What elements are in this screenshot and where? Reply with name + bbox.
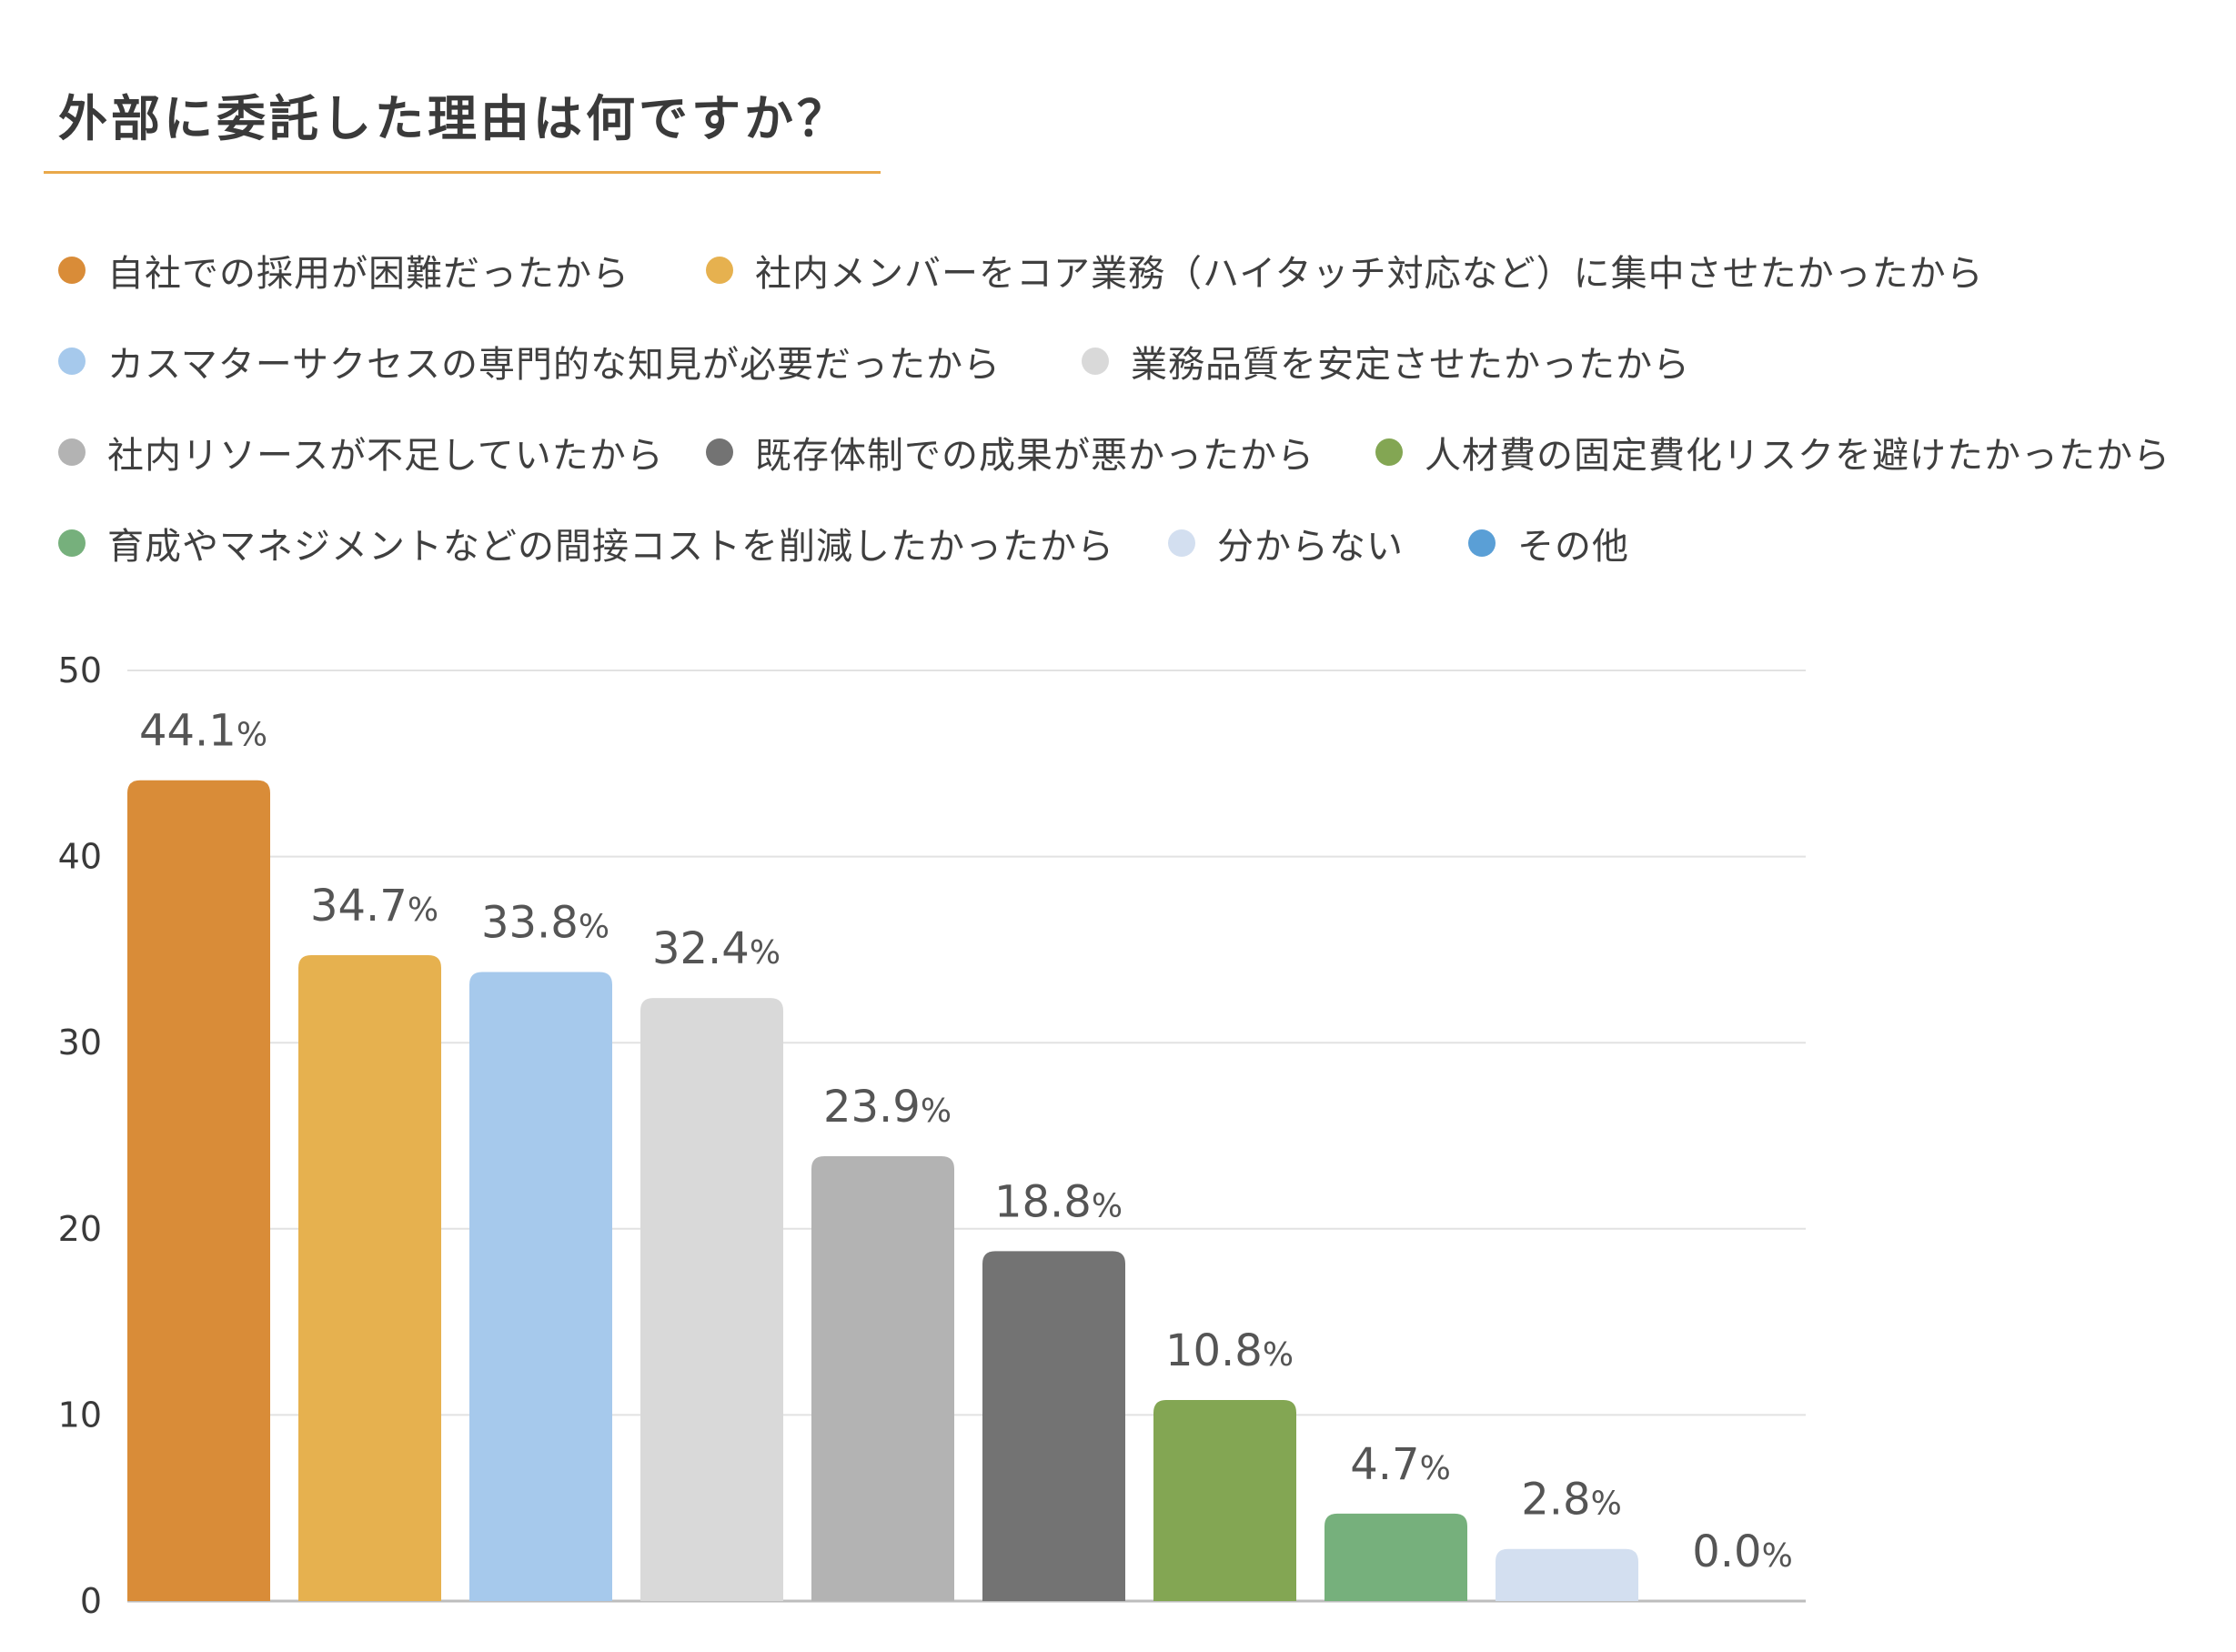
y-tick-label: 0 — [80, 1581, 102, 1621]
data-label-unit: % — [408, 891, 438, 929]
legend-label: 育成やマネジメントなどの間接コストを削減したかったから — [107, 526, 1114, 568]
legend-label: 人材費の固定費化リスクを避けたかったから — [1425, 435, 2171, 477]
legend-label: 自社での採用が困難だったから — [107, 253, 630, 295]
y-tick-label: 50 — [58, 650, 102, 690]
data-label: 23.9% — [823, 1082, 952, 1133]
y-tick-label: 10 — [58, 1395, 102, 1435]
legend-item: カスマターサクセスの専門的な知見が必要だったから — [58, 329, 1001, 393]
legend-item: 人材費の固定費化リスクを避けたかったから — [1375, 420, 2171, 484]
data-label: 18.8% — [994, 1176, 1123, 1227]
bar — [640, 998, 783, 1601]
bar — [127, 780, 270, 1601]
data-label-value: 32.4 — [652, 923, 750, 974]
y-tick-label: 30 — [58, 1022, 102, 1063]
bar — [1153, 1400, 1296, 1601]
legend-item: 自社での採用が困難だったから — [58, 238, 630, 302]
legend-swatch — [1168, 529, 1195, 557]
bar — [1496, 1548, 1638, 1601]
legend-label: 業務品質を安定させたかったから — [1131, 344, 1690, 386]
legend-swatch — [1468, 529, 1496, 557]
legend-swatch — [58, 348, 86, 375]
legend-item: 社内リソースが不足していたから — [58, 420, 664, 484]
legend-item: その他 — [1468, 511, 1629, 575]
data-label-value: 18.8 — [994, 1176, 1092, 1227]
data-label-value: 34.7 — [310, 881, 408, 932]
data-label-value: 0.0 — [1692, 1526, 1761, 1577]
legend-swatch — [58, 438, 86, 466]
data-label: 32.4% — [652, 923, 781, 974]
legend-label: 既存体制での成果が悪かったから — [755, 435, 1314, 477]
data-label: 44.1% — [139, 706, 267, 757]
y-tick-label: 40 — [58, 837, 102, 877]
legend-label: カスマターサクセスの専門的な知見が必要だったから — [107, 344, 1001, 386]
bar — [298, 955, 441, 1601]
legend-item: 育成やマネジメントなどの間接コストを削減したかったから — [58, 511, 1114, 575]
data-label-unit: % — [750, 934, 781, 972]
data-label: 34.7% — [310, 881, 438, 932]
data-label: 0.0% — [1692, 1526, 1793, 1577]
data-label-unit: % — [237, 717, 267, 754]
data-label: 10.8% — [1165, 1325, 1294, 1376]
data-label-value: 10.8 — [1165, 1325, 1263, 1376]
legend-label: 社内リソースが不足していたから — [107, 435, 664, 477]
data-label-value: 33.8 — [481, 897, 579, 948]
legend-label: その他 — [1517, 526, 1629, 568]
legend-swatch — [58, 529, 86, 557]
legend: 自社での採用が困難だったから 社内メンバーをコア業務（ハイタッチ対応など）に集中さ… — [58, 238, 2223, 602]
legend-label: 社内メンバーをコア業務（ハイタッチ対応など）に集中させたかったから — [755, 253, 1984, 295]
data-label-unit: % — [1092, 1187, 1123, 1224]
data-label-unit: % — [579, 908, 609, 945]
legend-row: 社内リソースが不足していたから 既存体制での成果が悪かったから 人材費の固定費化リス… — [58, 420, 2223, 511]
bar — [1324, 1513, 1467, 1601]
legend-item: 既存体制での成果が悪かったから — [706, 420, 1314, 484]
data-label-unit: % — [1263, 1336, 1294, 1374]
data-label-value: 4.7 — [1350, 1439, 1419, 1490]
legend-swatch — [1082, 348, 1109, 375]
chart-title: 外部に委託した理由は何ですか？ — [58, 90, 850, 147]
legend-row: 自社での採用が困難だったから 社内メンバーをコア業務（ハイタッチ対応など）に集中さ… — [58, 238, 2223, 329]
data-label-value: 44.1 — [139, 706, 237, 757]
legend-item: 業務品質を安定させたかったから — [1082, 329, 1690, 393]
legend-swatch — [1375, 438, 1403, 466]
legend-item: 社内メンバーをコア業務（ハイタッチ対応など）に集中させたかったから — [706, 238, 1984, 302]
bar — [469, 972, 612, 1601]
data-label-unit: % — [1762, 1537, 1793, 1575]
title-block: 外部に委託した理由は何ですか？ — [44, 87, 881, 174]
bar — [811, 1156, 954, 1601]
data-label: 4.7% — [1350, 1439, 1451, 1490]
data-label: 2.8% — [1521, 1475, 1622, 1526]
legend-item: 分からない — [1168, 511, 1404, 575]
data-label: 33.8% — [481, 897, 609, 948]
y-tick-label: 20 — [58, 1209, 102, 1249]
legend-swatch — [58, 257, 86, 284]
legend-label: 分からない — [1217, 526, 1404, 568]
bar — [982, 1251, 1125, 1601]
data-label-unit: % — [1591, 1486, 1622, 1523]
legend-swatch — [706, 257, 733, 284]
legend-row: カスマターサクセスの専門的な知見が必要だったから 業務品質を安定させたかったから — [58, 329, 2223, 420]
legend-swatch — [706, 438, 733, 466]
data-label-value: 23.9 — [823, 1082, 921, 1133]
data-label-value: 2.8 — [1521, 1475, 1590, 1526]
data-label-unit: % — [1420, 1450, 1451, 1487]
legend-row: 育成やマネジメントなどの間接コストを削減したかったから 分からない その他 — [58, 511, 2223, 602]
data-label-unit: % — [921, 1093, 952, 1130]
